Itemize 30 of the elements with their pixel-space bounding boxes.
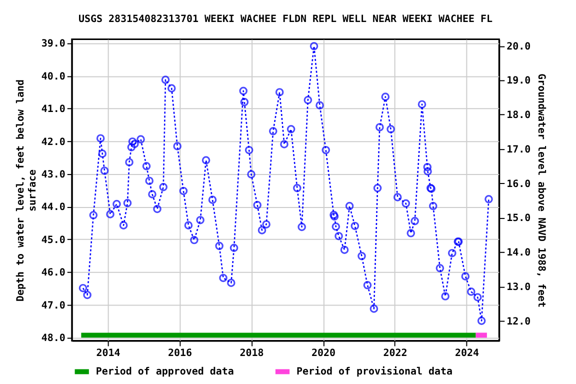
y-tick-label: 39.0 bbox=[41, 38, 66, 50]
y2-tick-label: 14.0 bbox=[506, 248, 531, 259]
y2-axis-title: Groundwater level above NAVD 1988, feet bbox=[536, 73, 547, 308]
x-tick-label: 2016 bbox=[168, 348, 192, 360]
chart-title: USGS 283154082313701 WEEKI WACHEE FLDN REPL WELL NEAR WEEKI WACHEE FL bbox=[78, 14, 493, 26]
y-tick-label: 46.0 bbox=[41, 268, 66, 279]
y2-tick-label: 18.0 bbox=[506, 110, 531, 122]
x-tick-label: 2022 bbox=[383, 348, 408, 360]
x-tick-label: 2020 bbox=[311, 348, 336, 360]
y2-tick-label: 13.0 bbox=[506, 282, 531, 293]
y-tick-label: 44.0 bbox=[41, 202, 66, 214]
y-tick-label: 42.0 bbox=[41, 136, 66, 148]
y-tick-label: 41.0 bbox=[41, 104, 66, 116]
x-tick-label: 2024 bbox=[454, 348, 479, 360]
y-tick-label: 47.0 bbox=[41, 300, 66, 312]
y-tick-label: 48.0 bbox=[41, 332, 66, 344]
legend-label: Period of approved data bbox=[96, 366, 234, 378]
y-tick-label: 43.0 bbox=[41, 169, 66, 180]
y2-tick-label: 12.0 bbox=[506, 316, 531, 328]
y-tick-label: 40.0 bbox=[41, 71, 66, 82]
y2-tick-label: 20.0 bbox=[506, 41, 531, 52]
y2-tick-label: 15.0 bbox=[506, 213, 531, 224]
y2-tick-label: 17.0 bbox=[506, 144, 531, 156]
legend-label: Period of provisional data bbox=[296, 366, 453, 378]
y-tick-label: 45.0 bbox=[41, 234, 66, 246]
y2-tick-label: 19.0 bbox=[506, 76, 531, 87]
x-tick-label: 2014 bbox=[96, 348, 120, 360]
y2-tick-label: 16.0 bbox=[506, 178, 531, 190]
y-axis-title: Depth to water level, feet below land surface bbox=[15, 79, 38, 302]
x-tick-label: 2018 bbox=[240, 348, 264, 360]
